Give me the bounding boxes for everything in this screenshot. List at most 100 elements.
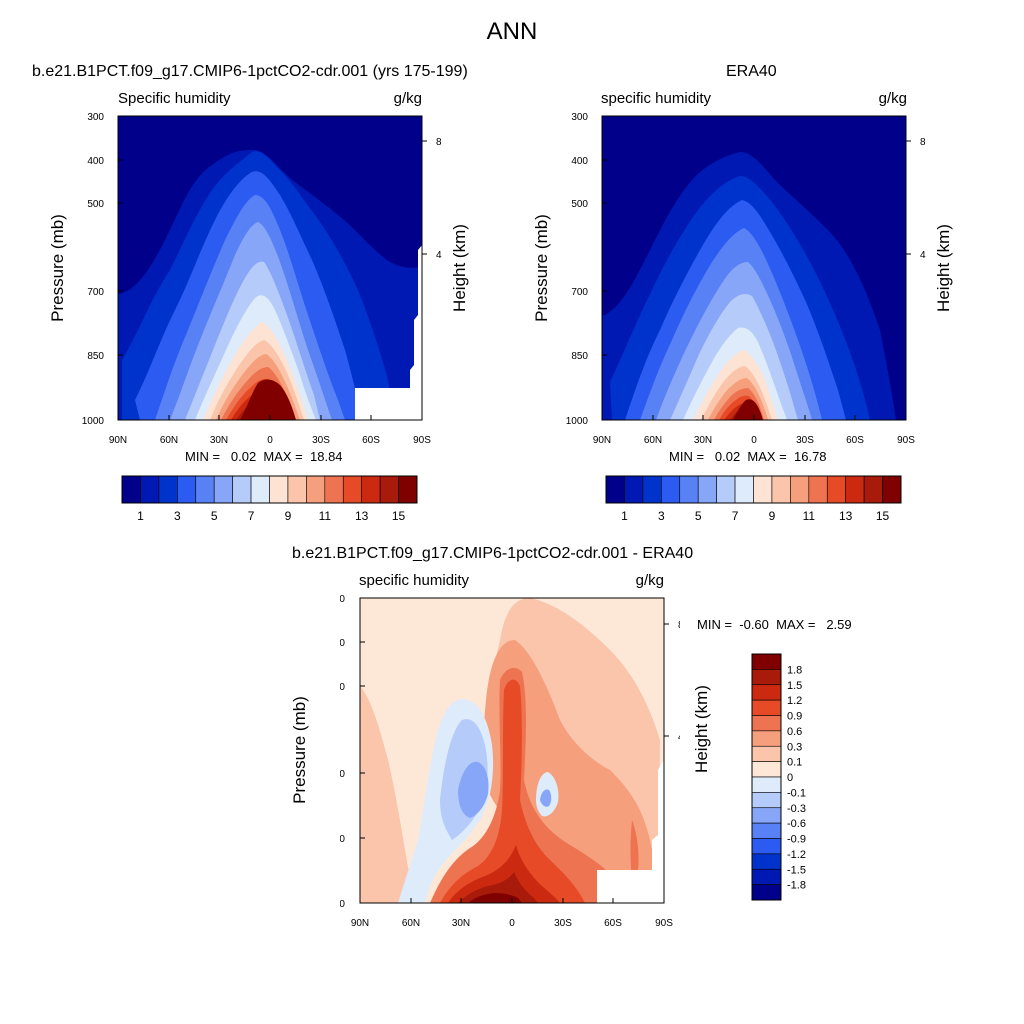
y-tick-label: 1000 [566, 416, 589, 427]
x-tick-label: 60N [644, 435, 662, 445]
colorbar-label: -0.9 [787, 834, 806, 846]
colorbar-box [269, 475, 289, 504]
right-y-axis: 300 400 500 700 850 1000 [566, 112, 607, 427]
y-tick-label: 700 [340, 769, 345, 780]
colorbar-label: -1.5 [787, 864, 806, 876]
colorbar-label: -1.2 [787, 849, 806, 861]
x-tick-label: 60S [604, 918, 622, 929]
diff-panel-case-title: b.e21.B1PCT.f09_g17.CMIP6-1pctCO2-cdr.00… [292, 545, 694, 562]
y-tick-label: 400 [571, 156, 588, 167]
y2-tick-label: 4 [678, 732, 680, 743]
y2-tick-label: 4 [920, 250, 926, 261]
x-tick-label: 0 [751, 435, 757, 445]
colorbar-label: 7 [248, 509, 255, 523]
colorbar-label: 0.3 [787, 741, 802, 753]
y-tick-label: 300 [87, 112, 104, 123]
diff-x-axis: 90N 60N 30N 0 30S 60S 90S [351, 898, 673, 929]
colorbar-box [232, 475, 252, 504]
colorbar-label: 11 [803, 509, 816, 523]
colorbar-label: 3 [174, 509, 181, 523]
diff-y-axis: 300 400 500 700 850 1000 [340, 594, 365, 910]
x-tick-label: 60N [160, 435, 178, 445]
colorbar-label: 15 [876, 509, 890, 523]
contour-negative-0.6 [458, 761, 489, 818]
colorbar-box [751, 884, 782, 901]
y-tick-label: 850 [340, 834, 345, 845]
contour-negative-0.6-south [540, 789, 552, 807]
colorbar-box [661, 475, 681, 504]
colorbar-box [398, 475, 418, 504]
right-panel-units: g/kg [878, 90, 907, 107]
colorbar-box [140, 475, 160, 504]
colorbar-label: -0.3 [787, 803, 806, 815]
colorbar-label: 0.1 [787, 757, 802, 769]
colorbar-box [751, 761, 782, 778]
y-tick-label: 300 [571, 112, 588, 123]
colorbar-label: -0.1 [787, 787, 806, 799]
contour-positive-1.5 [448, 845, 560, 903]
x-tick-label: 30N [694, 435, 712, 445]
x-tick-label: 30N [210, 435, 228, 445]
left-y2-axis: 8 4 [422, 137, 442, 261]
diff-contour-field [360, 598, 664, 904]
right-colorbar: 1 3 5 7 9 11 13 15 [605, 475, 902, 523]
y-tick-label: 850 [87, 351, 104, 362]
figure-title: ANN [486, 18, 538, 45]
colorbar-box [213, 475, 233, 504]
y-tick-label: 400 [87, 156, 104, 167]
colorbar-label: 9 [769, 509, 776, 523]
y-tick-label: 1000 [82, 416, 105, 427]
y-tick-label: 700 [87, 287, 104, 298]
colorbar-label: 1 [137, 509, 144, 523]
y-tick-label: 500 [340, 682, 345, 693]
colorbar-box [716, 475, 736, 504]
colorbar-box [361, 475, 381, 504]
colorbar-box [605, 475, 625, 504]
colorbar-box [751, 838, 782, 855]
colorbar-box [751, 699, 782, 716]
colorbar-label: 11 [319, 509, 332, 523]
colorbar-label: 1.8 [787, 664, 802, 676]
colorbar-box [790, 475, 810, 504]
colorbar-label: 13 [355, 509, 369, 523]
contour-positive-1.2 [440, 679, 585, 903]
colorbar-box [751, 792, 782, 809]
right-panel-case-title: ERA40 [726, 63, 777, 80]
diff-panel-plot: 300 400 500 700 850 1000 8 4 90N 60N 30N… [340, 594, 680, 929]
colorbar-box [679, 475, 699, 504]
colorbar-box [158, 475, 178, 504]
colorbar-box [306, 475, 326, 504]
y2-tick-label: 8 [678, 620, 680, 631]
colorbar-box [195, 475, 215, 504]
y-tick-label: 700 [571, 287, 588, 298]
colorbar-box [751, 730, 782, 747]
left-panel-plot: 300 400 500 700 850 1000 8 4 90N 60N 30N… [82, 112, 442, 445]
diff-panel-y-axis-label: Pressure (mb) [290, 696, 309, 804]
right-panel-min-max: MIN = 0.02 MAX = 16.78 [669, 449, 827, 464]
left-y-axis: 300 400 500 700 850 1000 [82, 112, 123, 427]
diff-panel-min-max: MIN = -0.60 MAX = 2.59 [697, 617, 852, 632]
y-tick-label: 500 [571, 199, 588, 210]
colorbar-box [882, 475, 902, 504]
left-panel-case-title: b.e21.B1PCT.f09_g17.CMIP6-1pctCO2-cdr.00… [32, 63, 468, 80]
colorbar-box [177, 475, 197, 504]
colorbar-label: -0.6 [787, 818, 806, 830]
colorbar-box [734, 475, 754, 504]
colorbar-box [287, 475, 307, 504]
colorbar-box [324, 475, 344, 504]
x-tick-label: 30S [312, 435, 330, 445]
colorbar-label: 0.9 [787, 711, 802, 723]
colorbar-box [826, 475, 846, 504]
colorbar-label: 3 [658, 509, 665, 523]
colorbar-box [753, 475, 773, 504]
colorbar-label: 7 [732, 509, 739, 523]
left-contour-field [118, 116, 422, 421]
colorbar-label: 1.2 [787, 695, 802, 707]
colorbar-label: 1.5 [787, 680, 802, 692]
colorbar-box [751, 669, 782, 686]
x-tick-label: 60N [402, 918, 420, 929]
right-y2-axis: 8 4 [906, 137, 926, 261]
colorbar-box [751, 776, 782, 793]
missing-data-region [410, 245, 422, 420]
y2-tick-label: 8 [436, 137, 442, 148]
